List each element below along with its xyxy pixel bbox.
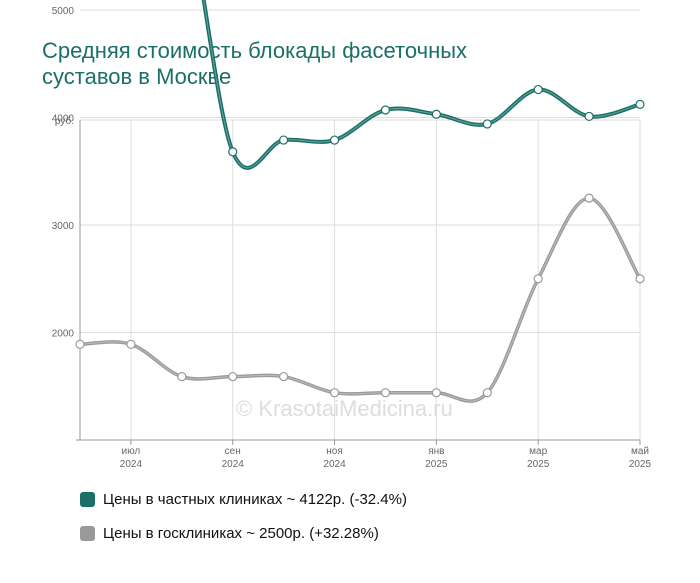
series-line-highlight-public [79, 197, 641, 402]
x-tick-year: 2024 [120, 459, 143, 470]
y-tick-label: 3000 [52, 221, 75, 232]
data-point-public [431, 388, 441, 398]
chart-legend: Цены в частных клиниках ~ 4122р. (-32.4%… [80, 488, 407, 556]
data-point-private [279, 135, 289, 145]
data-point-private [380, 105, 391, 115]
series-line-private [201, 0, 642, 170]
data-point-public [228, 371, 238, 382]
chart-points [75, 84, 645, 398]
chart-axes: 20003000400050006000руб.июл2024сен2024но… [52, 6, 652, 470]
data-point-public [635, 274, 645, 284]
data-point-private [329, 135, 340, 145]
x-tick-year: 2025 [527, 459, 550, 470]
x-tick-month: май [631, 446, 649, 457]
chart-grid [80, 9, 641, 440]
y-unit-label: руб. [55, 115, 74, 127]
x-tick-month: янв [428, 446, 444, 457]
data-point-private [431, 109, 441, 119]
data-point-public [533, 274, 543, 284]
x-tick-month: мар [529, 446, 547, 457]
data-point-public [584, 193, 594, 203]
legend-swatch-private [80, 491, 95, 507]
legend-label-public: Цены в госклиниках ~ 2500р. (+32.28%) [103, 524, 379, 542]
legend-label-private: Цены в частных клиниках ~ 4122р. (-32.4%… [103, 490, 407, 508]
x-tick-year: 2025 [425, 459, 448, 470]
chart-title-line-1: Средняя стоимость блокады фасеточных [42, 38, 468, 63]
y-tick-label: 2000 [52, 329, 75, 340]
chart-title-line-2: суставов в Москве [42, 64, 232, 89]
data-point-public [329, 388, 340, 398]
watermark-text: © KrasotaiMedicina.ru [236, 396, 453, 421]
x-tick-month: сен [225, 446, 241, 457]
data-point-private [482, 119, 492, 129]
chart-series [78, 0, 642, 403]
legend-item-public[interactable]: Цены в госклиниках ~ 2500р. (+32.28%) [80, 522, 407, 544]
line-chart: © KrasotaiMedicina.ru 200030004000500060… [52, 0, 652, 470]
legend-swatch-public [80, 525, 95, 541]
x-tick-month: июл [122, 446, 141, 457]
data-point-private [635, 99, 645, 109]
x-tick-year: 2024 [222, 459, 245, 470]
data-point-private [533, 84, 543, 95]
y-tick-label: 5000 [52, 6, 75, 17]
data-point-public [177, 371, 187, 382]
data-point-public [126, 339, 136, 349]
x-tick-year: 2025 [629, 459, 652, 470]
chart-title: Средняя стоимость блокады фасеточных сус… [42, 38, 642, 90]
y-tick-label: 4000 [52, 114, 75, 125]
series-line-public [78, 196, 642, 403]
legend-item-private[interactable]: Цены в частных клиниках ~ 4122р. (-32.4%… [80, 488, 407, 510]
data-point-public [75, 339, 85, 349]
x-tick-year: 2024 [323, 459, 346, 470]
data-point-private [228, 147, 238, 157]
data-point-public [279, 371, 289, 382]
data-point-public [482, 388, 492, 398]
data-point-private [584, 111, 594, 122]
data-point-public [380, 388, 391, 398]
x-tick-month: ноя [326, 446, 343, 457]
series-line-highlight-private [203, 0, 641, 169]
